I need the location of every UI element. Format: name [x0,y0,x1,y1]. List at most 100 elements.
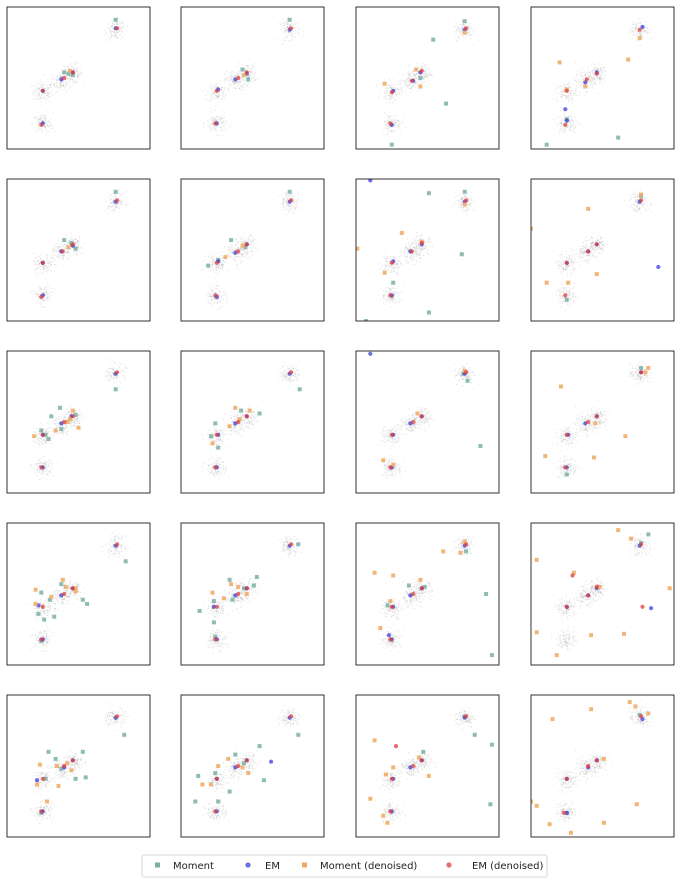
point-em-denoised [115,370,120,375]
point-moment [47,597,52,602]
point-moment-denoised [385,820,390,825]
plot-area [356,179,499,321]
point-moment [113,387,118,392]
plot-area [531,351,674,493]
point-moment-denoised [531,799,533,804]
point-moment-denoised [591,455,596,460]
point-moment [257,744,262,749]
point-moment [211,599,216,604]
point-em-denoised [289,714,294,719]
point-moment [478,444,483,449]
point-moment-denoised [37,762,42,767]
point-em-denoised [214,88,219,93]
background-point-cloud [202,535,303,654]
point-moment-denoised [415,411,420,416]
subplot-19 [355,694,500,838]
point-moment [364,319,368,321]
point-moment-denoised [626,57,631,62]
point-moment [564,472,569,477]
subplot-8 [530,178,675,322]
point-moment [213,771,218,776]
point-moment [230,597,235,602]
point-em-denoised [570,573,575,578]
point-em-denoised [393,744,399,749]
legend-label-em-denoised: EM (denoised) [472,861,543,872]
point-em-denoised [419,414,424,419]
point-em-denoised [594,758,599,763]
point-moment [240,67,245,72]
point-moment-denoised [381,813,386,818]
point-moment-denoised [33,601,38,606]
plot-area [356,695,499,837]
point-moment [465,378,470,383]
point-em-denoised [389,90,394,95]
point-moment [73,776,78,781]
point-moment-denoised [557,60,562,65]
point-em-denoised [244,758,249,763]
point-em-denoised [289,542,294,547]
point-em [640,24,645,29]
point-moment-denoised [566,280,571,285]
point-moment [83,775,88,780]
point-moment-denoised [55,764,59,768]
point-moment-denoised [629,536,634,541]
point-moment [462,19,467,24]
subplot-1 [6,6,151,150]
point-moment-denoised [216,764,221,768]
point-em-denoised [214,432,219,437]
point-moment-denoised [616,528,621,533]
point-moment [229,238,234,243]
plot-area [181,351,324,493]
point-moment-denoised [372,738,377,743]
point-moment-denoised [571,570,576,575]
plot-contents [543,361,653,484]
point-moment [113,17,118,22]
point-moment-denoised [391,765,396,770]
point-moment-denoised [368,796,373,801]
point-em-denoised [388,293,393,298]
point-moment-denoised [623,434,628,439]
plot-area [531,695,674,837]
point-moment [42,617,47,622]
point-moment-denoised [593,421,598,426]
point-moment-denoised [643,370,648,375]
plot-area [356,7,499,149]
point-moment [251,583,256,588]
plot-contents [368,351,483,482]
point-em-denoised [637,27,642,32]
point-em-denoised [236,75,241,81]
point-moment-denoised [594,272,599,277]
plot-frame [180,178,325,322]
point-moment [227,789,232,794]
legend: Moment EM Moment (denoised) EM (denoised… [141,854,548,878]
point-moment-denoised [414,67,419,72]
point-moment [257,411,262,416]
subplot-15 [355,522,500,666]
plot-frame [180,694,325,838]
point-em-denoised [388,809,393,814]
subplot-9 [6,350,151,494]
point-moment [422,584,427,589]
plot-contents [30,701,129,826]
point-moment-denoised [223,255,228,260]
plot-frame [180,522,325,666]
point-moment [80,597,85,602]
point-moment [297,387,302,392]
plot-area [181,523,324,665]
plot-contents [376,18,480,147]
point-em-denoised [39,122,44,127]
point-em-denoised [464,26,469,31]
point-em-denoised [419,68,424,73]
point-em-denoised [70,70,75,75]
point-em-denoised [213,465,218,470]
point-em-denoised [640,604,645,609]
point-em-denoised [464,714,469,719]
point-em-denoised [115,714,120,719]
point-moment-denoised [627,700,632,705]
plot-contents [531,699,653,835]
plot-contents [531,189,661,311]
plot-frame [6,6,151,150]
point-em-denoised [236,249,241,254]
point-em-denoised [639,198,644,203]
point-moment-denoised [382,270,387,275]
